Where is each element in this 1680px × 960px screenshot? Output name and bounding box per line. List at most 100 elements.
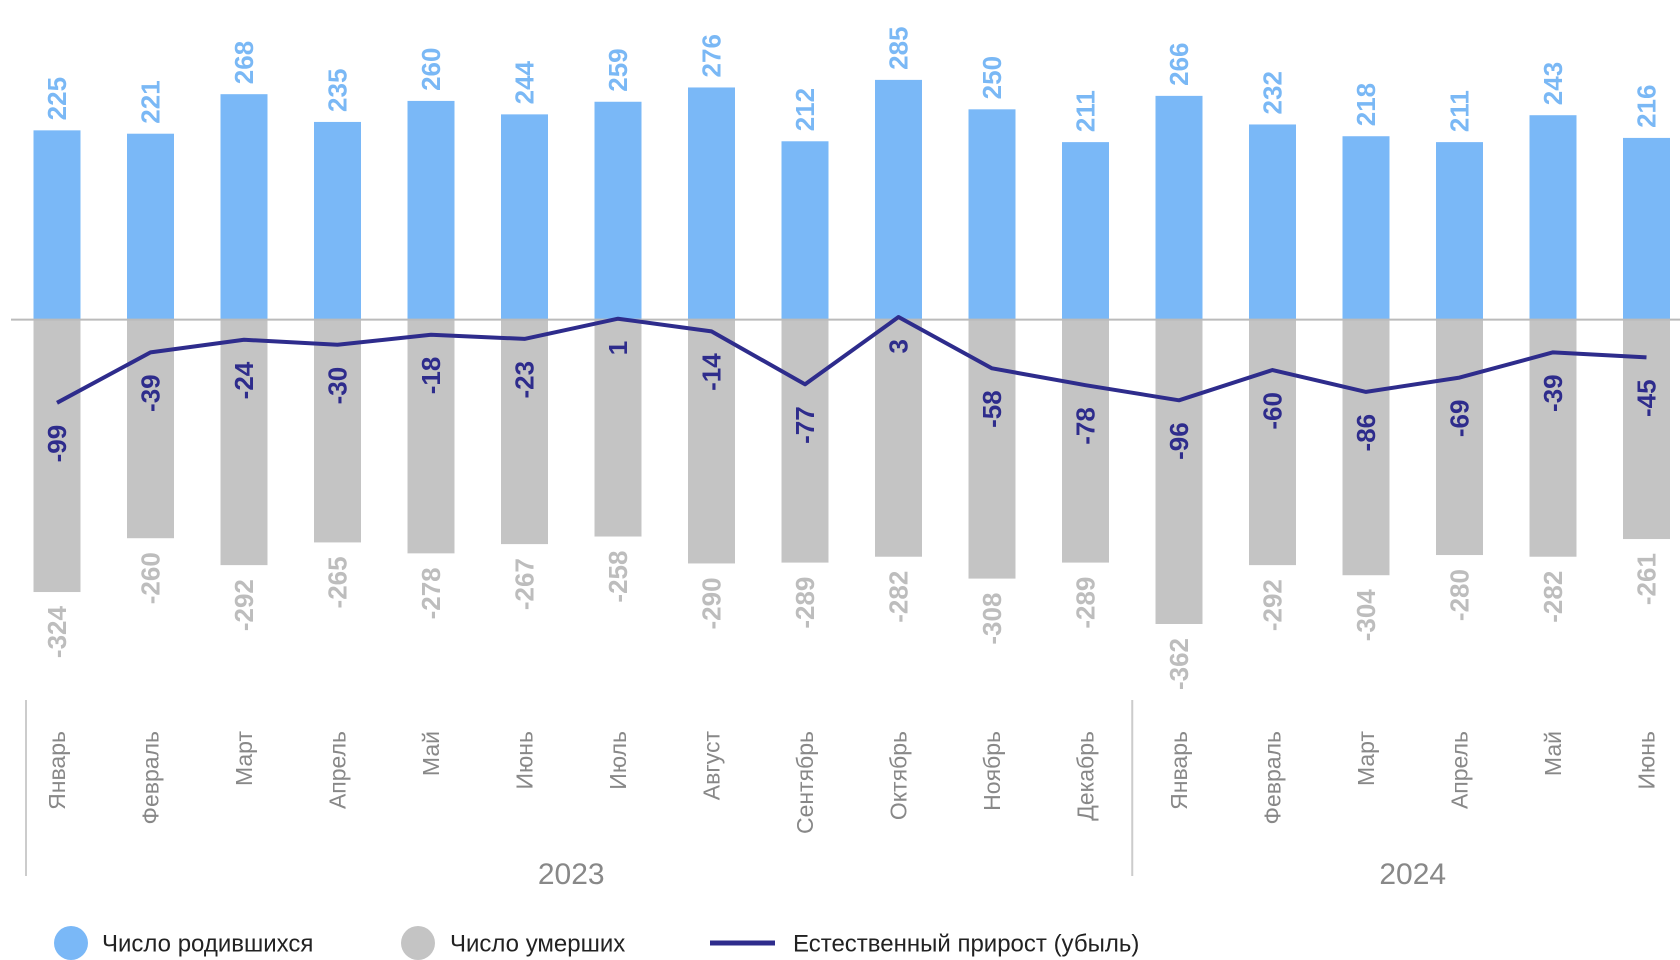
group-label: 2024 — [1379, 858, 1446, 891]
bar — [1155, 95, 1203, 320]
value-label: -58 — [977, 390, 1007, 428]
x-tick-label: Март — [231, 731, 257, 786]
bar — [1529, 319, 1577, 557]
value-label: 243 — [1538, 62, 1568, 105]
value-label: -278 — [416, 567, 446, 619]
x-tick-label: Май — [418, 731, 444, 776]
bar — [875, 79, 922, 320]
value-label: -265 — [322, 556, 352, 608]
x-tick-label: Декабрь — [1073, 731, 1099, 821]
value-label: -282 — [883, 571, 913, 623]
value-label: -280 — [1444, 569, 1474, 621]
value-label: -18 — [416, 357, 446, 395]
value-label: -86 — [1351, 414, 1381, 452]
value-label: 276 — [696, 34, 726, 77]
value-label: 232 — [1257, 71, 1287, 114]
value-label: 244 — [509, 60, 539, 104]
value-label: -96 — [1164, 422, 1194, 460]
bar — [33, 319, 81, 593]
x-tick-label: Январь — [44, 731, 70, 810]
bar — [33, 130, 81, 320]
bar — [314, 121, 361, 320]
legend-swatch — [54, 926, 88, 960]
bar — [1249, 319, 1296, 566]
bar — [407, 100, 455, 320]
legend-label: Число родившихся — [102, 930, 313, 957]
x-tick-label: Февраль — [138, 731, 164, 824]
value-label: 235 — [322, 69, 352, 112]
value-label: 259 — [603, 48, 633, 91]
bar — [1342, 319, 1390, 576]
x-tick-label: Май — [1540, 731, 1566, 776]
x-tick-label: Февраль — [1260, 731, 1286, 824]
value-label: 221 — [135, 80, 165, 123]
value-label: -289 — [790, 577, 820, 629]
x-tick-label: Сентябрь — [792, 731, 818, 834]
x-tick-label: Ноябрь — [979, 731, 1005, 811]
x-tick-label: Август — [699, 731, 725, 801]
bar — [1062, 319, 1109, 563]
value-label: -362 — [1164, 638, 1194, 690]
bar — [407, 319, 455, 554]
x-tick-label: Июнь — [512, 731, 538, 789]
value-label: -39 — [1538, 374, 1568, 412]
x-tick-label: Июнь — [1634, 731, 1660, 789]
bar — [127, 133, 174, 320]
bar — [220, 319, 268, 566]
value-label: 216 — [1631, 85, 1661, 128]
value-label: -77 — [790, 406, 820, 444]
bar — [781, 319, 829, 563]
value-label: -78 — [1070, 407, 1100, 445]
value-label: -14 — [696, 353, 726, 391]
bar — [781, 141, 829, 320]
value-label: 268 — [229, 41, 259, 84]
bar — [688, 319, 735, 564]
legend-swatch — [401, 926, 435, 960]
x-tick-label: Апрель — [325, 731, 351, 809]
value-label: -289 — [1070, 577, 1100, 629]
bar — [220, 94, 268, 320]
bar — [1249, 124, 1296, 320]
value-label: 266 — [1164, 42, 1194, 85]
value-label: 3 — [883, 339, 913, 353]
group-label: 2023 — [538, 858, 605, 891]
value-label: -308 — [977, 593, 1007, 645]
value-label: -30 — [322, 367, 352, 405]
bar — [1155, 319, 1203, 624]
value-label: -282 — [1538, 571, 1568, 623]
bar — [875, 319, 922, 557]
x-tick-label: Июль — [605, 731, 631, 790]
value-label: -304 — [1351, 589, 1381, 642]
bar — [1342, 136, 1390, 320]
bar — [314, 319, 361, 543]
value-label: -324 — [42, 606, 72, 659]
bar — [688, 87, 735, 320]
value-label: -39 — [135, 374, 165, 412]
bar — [594, 319, 642, 537]
value-label: 211 — [1070, 90, 1100, 132]
bar — [1436, 319, 1483, 556]
bar — [1623, 319, 1670, 540]
bar — [968, 319, 1016, 579]
line — [56, 315, 1647, 405]
bar — [127, 319, 174, 539]
bar — [1436, 142, 1483, 320]
value-label: 212 — [790, 88, 820, 131]
value-label: -290 — [696, 577, 726, 629]
value-label: 1 — [603, 341, 633, 355]
value-label: -45 — [1631, 379, 1661, 417]
value-label: -69 — [1444, 400, 1474, 438]
x-tick-label: Апрель — [1447, 731, 1473, 809]
x-tick-label: Март — [1353, 731, 1379, 786]
bar — [501, 114, 548, 320]
value-label: -261 — [1631, 553, 1661, 605]
value-label: -258 — [603, 551, 633, 603]
bar — [594, 101, 642, 320]
legend-label: Число умерших — [450, 930, 625, 957]
value-label: -23 — [509, 361, 539, 399]
bar — [501, 319, 548, 545]
bar — [1062, 142, 1109, 320]
value-label: -99 — [42, 425, 72, 463]
bar — [1623, 137, 1670, 320]
